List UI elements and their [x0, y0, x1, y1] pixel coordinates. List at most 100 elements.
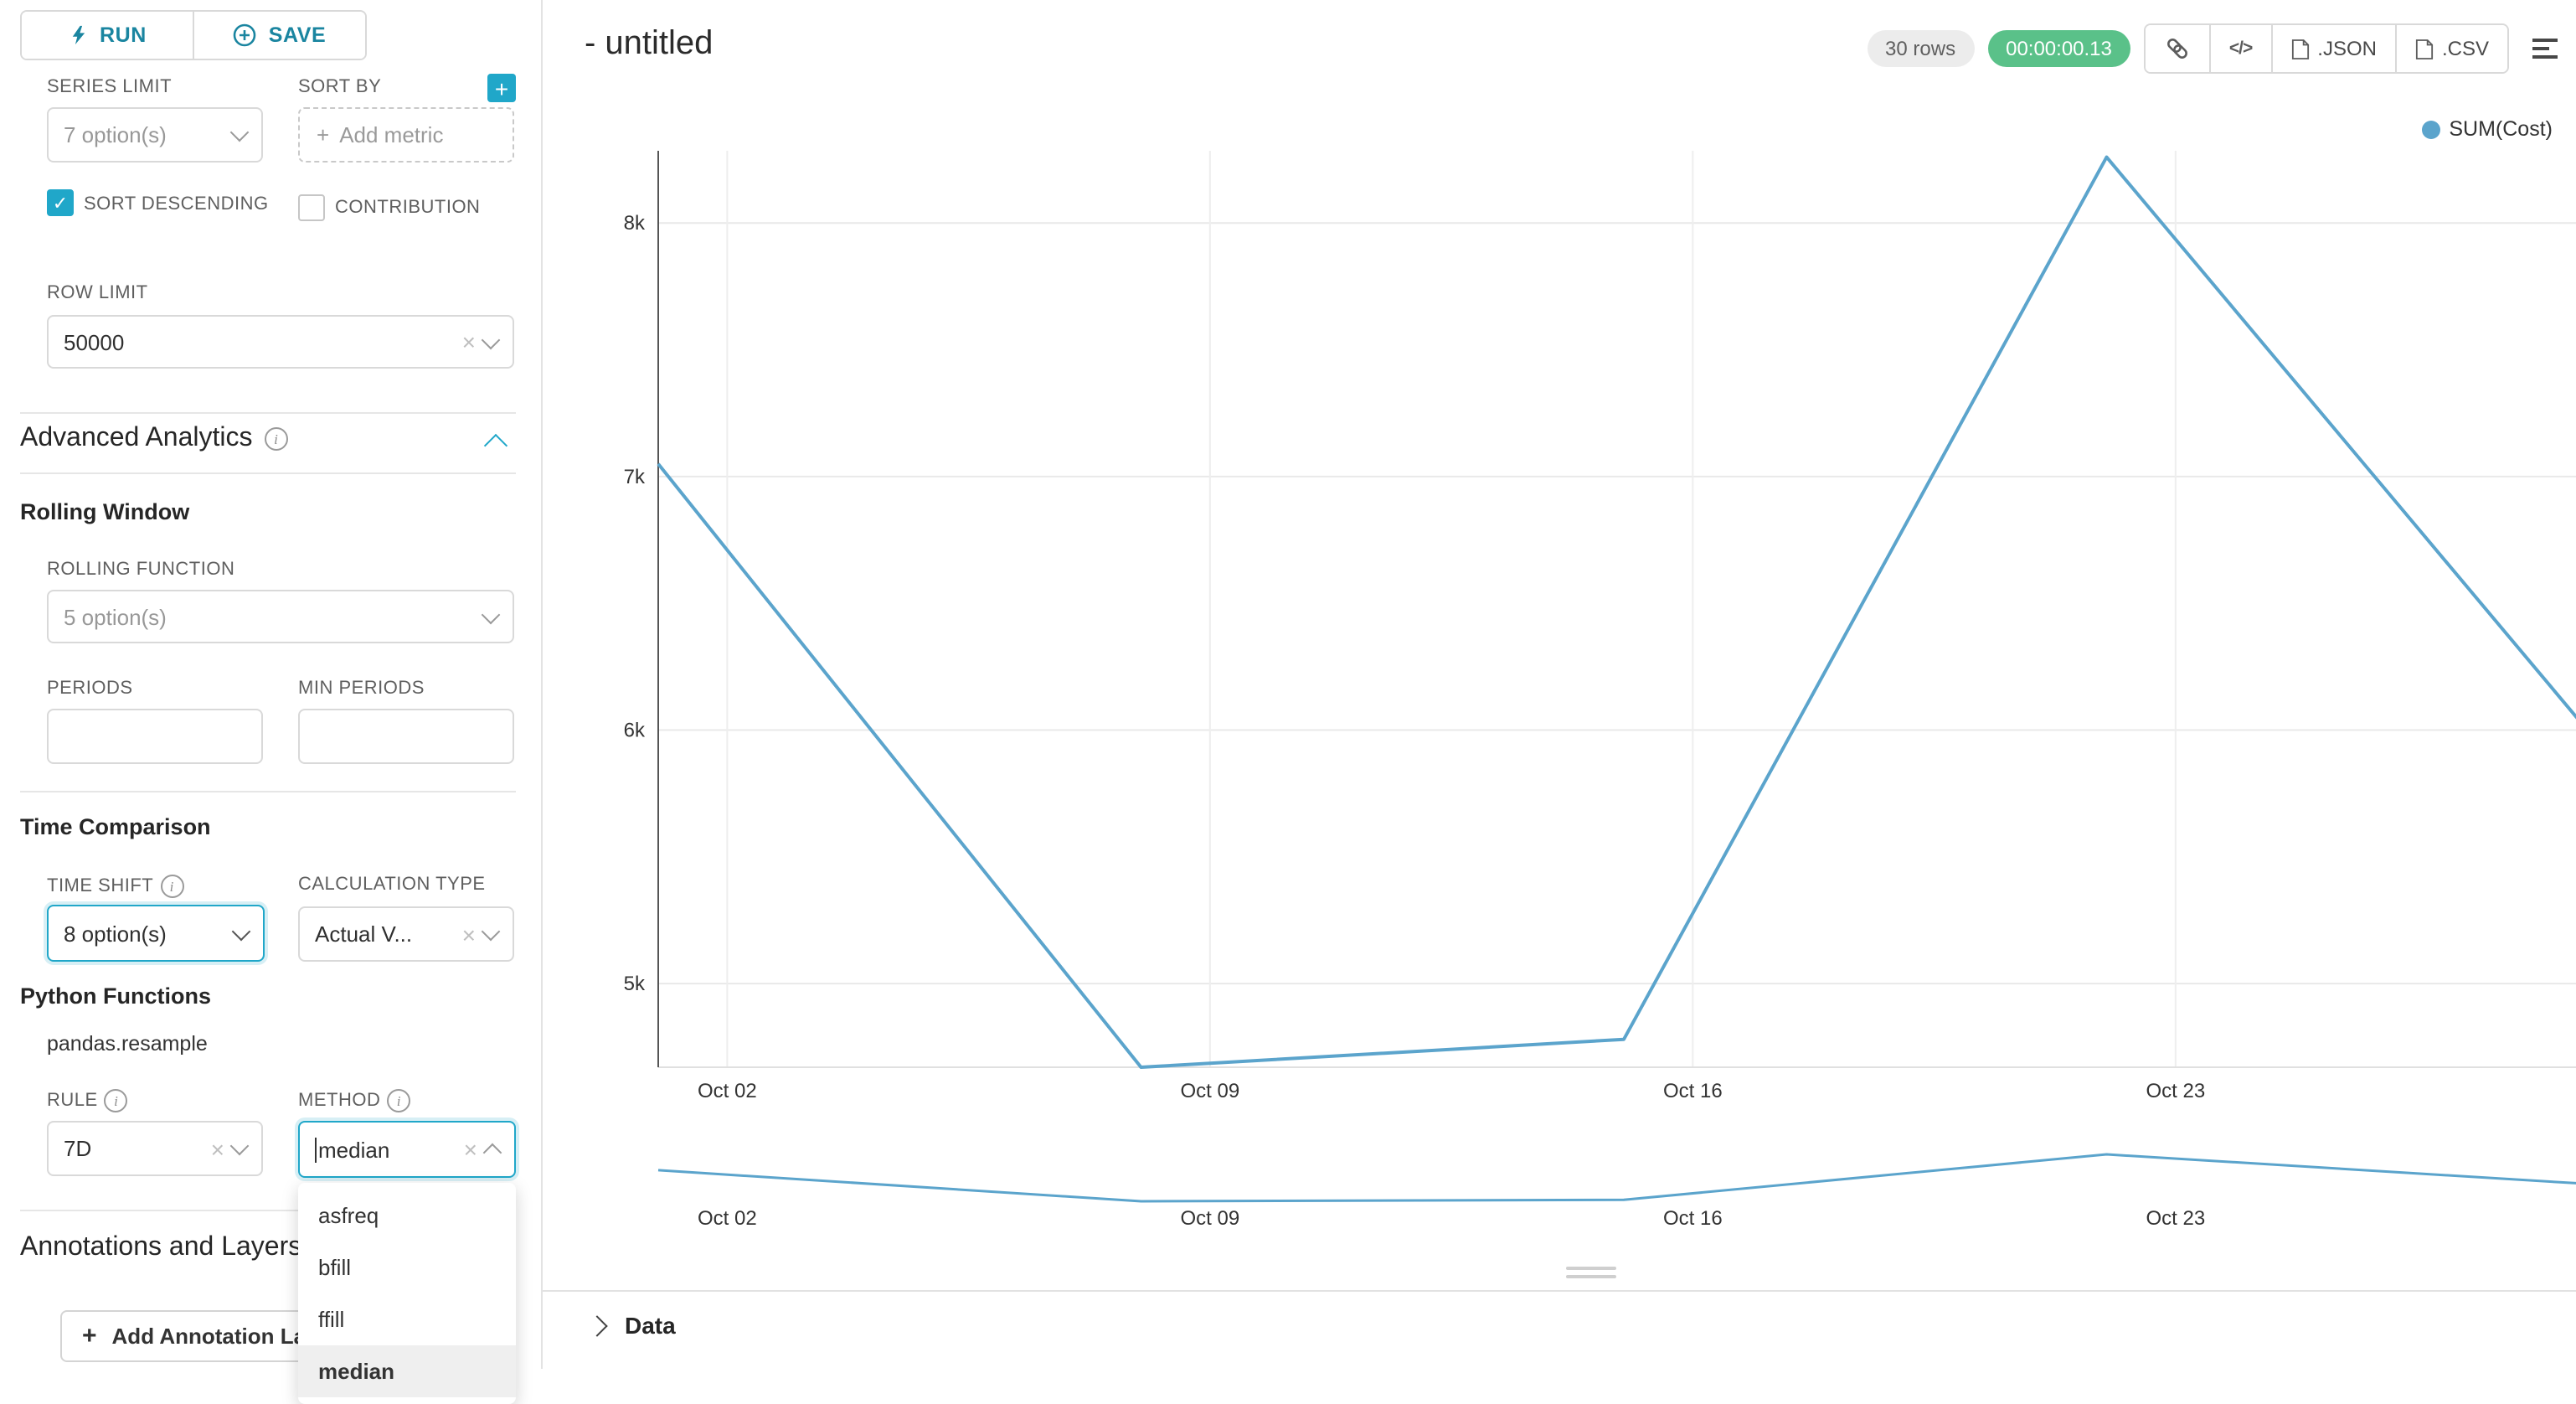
run-save-button-group: RUN SAVE [20, 10, 367, 60]
info-icon[interactable]: i [104, 1089, 128, 1112]
rolling-function-value: 5 option(s) [64, 604, 167, 629]
legend-label: SUM(Cost) [2449, 117, 2553, 141]
save-button[interactable]: SAVE [193, 12, 365, 59]
rolling-function-select[interactable]: 5 option(s) [47, 590, 514, 643]
caret-down-icon [231, 921, 251, 941]
run-button[interactable]: RUN [22, 12, 193, 59]
sort-descending-checkbox[interactable]: ✓ [47, 189, 74, 216]
run-button-label: RUN [100, 23, 147, 47]
check-icon: ✓ [52, 194, 69, 214]
periods-label: PERIODS [47, 679, 133, 699]
time-shift-value: 8 option(s) [64, 921, 167, 946]
rolling-window-heading: Rolling Window [20, 499, 190, 524]
export-button-group: </> .JSON .CSV [2143, 23, 2509, 74]
export-csv-button[interactable]: .CSV [2394, 25, 2507, 72]
periods-input[interactable] [47, 709, 263, 764]
svg-text:7k: 7k [624, 466, 646, 488]
method-value: median [318, 1137, 390, 1162]
control-panel-sidebar: RUN SAVE SERIES LIMIT SORT BY + 7 option… [0, 0, 543, 1404]
method-option-asfreq[interactable]: asfreq [318, 1203, 379, 1228]
calculation-type-label: CALCULATION TYPE [298, 875, 486, 895]
caret-down-icon [229, 1136, 250, 1156]
collapse-section-chevron-up-icon[interactable] [483, 433, 508, 458]
rule-select[interactable]: 7D × [47, 1121, 263, 1176]
calculation-type-value: Actual V... [315, 921, 413, 947]
clear-icon[interactable]: × [210, 1135, 224, 1162]
divider [543, 1290, 2576, 1292]
data-panel-toggle[interactable]: Data [586, 1312, 676, 1339]
info-icon[interactable]: i [387, 1089, 411, 1112]
divider [20, 791, 516, 792]
check-icon: ✓ [304, 197, 319, 219]
caret-up-icon [482, 1143, 502, 1163]
clear-icon[interactable]: × [461, 921, 476, 947]
divider [20, 1210, 516, 1211]
method-combobox[interactable]: median × [298, 1121, 516, 1178]
plus-circle-icon [234, 23, 256, 47]
data-panel-title: Data [625, 1312, 676, 1339]
chart-title: - untitled [585, 25, 714, 62]
line-chart-svg[interactable]: 5k 6k 7k 8k Oct 02 Oct 02 Oct 09 Oct 09 Oct 16 Oc… [543, 0, 2576, 1369]
plus-icon: + [494, 75, 509, 101]
rule-label: RULE [47, 1091, 98, 1111]
embed-code-button[interactable]: </> [2208, 25, 2271, 72]
chart-legend[interactable]: SUM(Cost) [2422, 117, 2553, 141]
method-label-row: METHOD i [298, 1089, 411, 1112]
series-limit-value: 7 option(s) [64, 122, 167, 147]
row-limit-label: ROW LIMIT [47, 283, 148, 303]
series-limit-label: SERIES LIMIT [47, 77, 173, 97]
svg-text:6k: 6k [624, 720, 646, 742]
file-icon [2291, 39, 2309, 59]
row-limit-select[interactable]: 50000 × [47, 315, 514, 369]
calculation-type-select[interactable]: Actual V... × [298, 906, 514, 962]
query-timer-badge: 00:00:00.13 [1987, 30, 2130, 67]
sort-by-placeholder: Add metric [339, 122, 444, 147]
info-icon[interactable]: i [160, 875, 184, 898]
code-icon: </> [2228, 39, 2253, 59]
svg-text:Oct 23: Oct 23 [2146, 1207, 2206, 1230]
svg-text:Oct 23: Oct 23 [2146, 1080, 2206, 1102]
min-periods-input[interactable] [298, 709, 514, 764]
svg-text:Oct 09: Oct 09 [1181, 1080, 1240, 1102]
copy-link-button[interactable] [2145, 25, 2209, 72]
clear-icon[interactable]: × [461, 328, 476, 355]
advanced-analytics-title: Advanced Analytics [20, 424, 253, 452]
method-value-wrap: median [315, 1137, 457, 1162]
export-csv-label: .CSV [2441, 37, 2489, 60]
text-cursor [315, 1137, 317, 1162]
time-shift-select[interactable]: 8 option(s) [47, 905, 265, 962]
method-label: METHOD [298, 1091, 381, 1111]
export-json-label: .JSON [2317, 37, 2377, 60]
export-json-button[interactable]: .JSON [2270, 25, 2395, 72]
panel-resize-handle[interactable] [1566, 1267, 1616, 1283]
min-periods-label: MIN PERIODS [298, 679, 425, 699]
svg-text:8k: 8k [624, 212, 646, 235]
rolling-function-label: ROLLING FUNCTION [47, 560, 235, 580]
divider [20, 472, 516, 474]
link-icon [2166, 39, 2187, 59]
info-icon[interactable]: i [264, 427, 288, 451]
method-option-ffill[interactable]: ffill [318, 1307, 345, 1332]
advanced-analytics-heading: Advanced Analytics i [20, 424, 288, 454]
python-functions-heading: Python Functions [20, 983, 211, 1009]
method-dropdown-menu: asfreq bfill ffill median [298, 1183, 516, 1404]
clear-icon[interactable]: × [463, 1136, 477, 1163]
method-option-bfill[interactable]: bfill [318, 1255, 352, 1280]
contribution-checkbox[interactable]: ✓ [298, 194, 325, 221]
rule-label-row: RULE i [47, 1089, 128, 1112]
row-limit-value: 50000 [64, 329, 125, 354]
more-options-menu-button[interactable] [2522, 23, 2559, 74]
caret-down-icon [481, 604, 501, 624]
time-comparison-heading: Time Comparison [20, 814, 211, 839]
sort-by-add-metric-field[interactable]: + Add metric [298, 107, 514, 163]
save-button-label: SAVE [268, 23, 327, 47]
row-count-badge: 30 rows [1867, 30, 1975, 67]
svg-text:Oct 16: Oct 16 [1663, 1207, 1723, 1230]
method-option-median[interactable]: median [298, 1345, 516, 1397]
chevron-right-icon [586, 1314, 608, 1336]
time-shift-label-row: TIME SHIFT i [47, 875, 184, 898]
series-limit-select[interactable]: 7 option(s) [47, 107, 263, 163]
add-metric-plus-button[interactable]: + [487, 74, 516, 102]
menu-icon [2532, 39, 2558, 59]
